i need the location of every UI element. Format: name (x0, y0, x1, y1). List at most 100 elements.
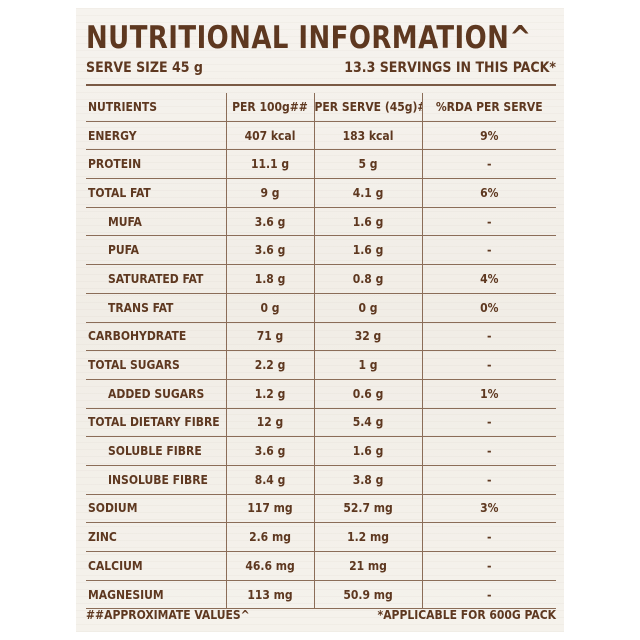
header-nutrients: NUTRIENTS (86, 93, 226, 122)
value-rda: - (421, 465, 556, 495)
table-header-row: NUTRIENTS PER 100g## PER SERVE (45g)# %R… (86, 93, 556, 122)
nutrient-name: INSOLUBE FIBRE (86, 465, 226, 495)
value-per-100g: 46.6 mg (225, 551, 314, 581)
value-per-serve: 1.6 g (313, 436, 422, 466)
value-rda: - (421, 235, 556, 266)
nutrient-name: TOTAL DIETARY FIBRE (86, 408, 226, 438)
table-row: CALCIUM 46.6 mg 21 mg - (86, 551, 556, 581)
header-per-serve: PER SERVE (45g)# (313, 93, 422, 122)
value-rda: 9% (421, 121, 556, 151)
table-row: ZINC 2.6 mg 1.2 mg - (86, 522, 556, 552)
value-per-100g: 8.4 g (225, 465, 314, 495)
table-row: MUFA 3.6 g 1.6 g- (86, 207, 556, 237)
value-per-serve: 52.7 mg (313, 494, 422, 524)
value-rda: - (421, 207, 556, 237)
value-per-100g: 12 g (225, 408, 314, 438)
nutrition-label-panel: NUTRITIONAL INFORMATION^ SERVE SIZE 45 g… (76, 8, 564, 632)
value-rda: - (421, 350, 556, 380)
footnote-pack: *APPLICABLE FOR 600G PACK (377, 608, 556, 622)
value-per-100g: 3.6 g (225, 235, 314, 266)
servings-per-pack-text: 13.3 SERVINGS IN THIS PACK* (344, 60, 556, 76)
value-per-100g: 1.8 g (225, 264, 314, 294)
value-per-100g: 0 g (225, 293, 314, 323)
table-row: TOTAL FAT 9 g 4.1 g 6% (86, 178, 556, 208)
value-per-100g: 9 g (225, 178, 314, 208)
serve-size-text: SERVE SIZE 45 g (86, 60, 203, 76)
value-per-serve: 5 g (313, 149, 422, 180)
table-row: CARBOHYDRATE 71 g 32 g- (86, 322, 556, 352)
value-per-100g: 3.6 g (225, 436, 314, 466)
value-rda: 0% (421, 293, 556, 323)
value-per-serve: 0.6 g (313, 379, 422, 409)
table-row: ENERGY 407 kcal 183 kcal 9% (86, 121, 556, 151)
value-per-serve: 5.4 g (313, 408, 422, 438)
nutrient-name: SATURATED FAT (86, 264, 226, 294)
value-rda: 4% (421, 264, 556, 294)
value-per-serve: 1.6 g (313, 207, 422, 237)
nutrient-name: ADDED SUGARS (86, 379, 226, 409)
value-per-100g: 2.2 g (225, 350, 314, 380)
value-per-100g: 11.1 g (225, 149, 314, 180)
value-per-100g: 407 kcal (225, 121, 314, 151)
value-per-100g: 117 mg (225, 494, 314, 524)
table-row: PUFA 3.6 g 1.6 g- (86, 235, 556, 266)
table-row: MAGNESIUM 113 mg 50.9 mg - (86, 580, 556, 610)
top-divider (86, 84, 556, 86)
nutrient-name: TRANS FAT (86, 293, 226, 323)
table-row: TOTAL DIETARY FIBRE 12 g 5.4 g- (86, 408, 556, 438)
nutrient-name: SOLUBLE FIBRE (86, 436, 226, 466)
serving-info-row: SERVE SIZE 45 g 13.3 SERVINGS IN THIS PA… (86, 60, 556, 80)
value-per-100g: 113 mg (225, 580, 314, 610)
value-rda: 3% (421, 494, 556, 524)
nutrient-name: PUFA (86, 235, 226, 266)
value-per-serve: 4.1 g (313, 178, 422, 208)
value-rda: - (421, 322, 556, 352)
value-per-serve: 183 kcal (313, 121, 422, 151)
value-per-100g: 2.6 mg (225, 522, 314, 552)
header-rda: %RDA PER SERVE (421, 93, 556, 122)
value-per-100g: 1.2 g (225, 379, 314, 409)
value-rda: - (421, 408, 556, 438)
value-per-serve: 50.9 mg (313, 580, 422, 610)
value-per-100g: 3.6 g (225, 207, 314, 237)
table-row: SOLUBLE FIBRE 3.6 g 1.6 g- (86, 436, 556, 466)
value-per-serve: 0.8 g (313, 264, 422, 294)
nutrient-name: MUFA (86, 207, 226, 237)
table-row: SATURATED FAT 1.8 g 0.8 g 4% (86, 264, 556, 294)
value-per-serve: 1 g (313, 350, 422, 380)
value-rda: - (421, 580, 556, 610)
value-per-serve: 1.2 mg (313, 522, 422, 552)
value-per-serve: 0 g (313, 293, 422, 323)
nutrient-name: TOTAL SUGARS (86, 350, 226, 380)
nutrient-name: ENERGY (86, 121, 226, 151)
nutrition-table-body: NUTRIENTS PER 100g## PER SERVE (45g)# %R… (86, 93, 556, 610)
table-row: INSOLUBE FIBRE 8.4 g 3.8 g- (86, 465, 556, 495)
nutrition-table: NUTRIENTS PER 100g## PER SERVE (45g)# %R… (86, 93, 556, 610)
value-rda: - (421, 436, 556, 466)
value-per-100g: 71 g (225, 322, 314, 352)
table-row: ADDED SUGARS 1.2 g 0.6 g 1% (86, 379, 556, 409)
value-rda: - (421, 149, 556, 180)
page-title: NUTRITIONAL INFORMATION^ (86, 20, 532, 56)
footnote-approximate: ##APPROXIMATE VALUES^ (86, 608, 250, 622)
value-per-serve: 21 mg (313, 551, 422, 581)
table-row: SODIUM 117 mg 52.7 mg 3% (86, 494, 556, 524)
value-per-serve: 32 g (313, 322, 422, 352)
nutrient-name: CARBOHYDRATE (86, 322, 226, 352)
nutrient-name: TOTAL FAT (86, 178, 226, 208)
nutrient-name: SODIUM (86, 494, 226, 524)
value-rda: 6% (421, 178, 556, 208)
value-per-serve: 1.6 g (313, 235, 422, 266)
nutrient-name: CALCIUM (86, 551, 226, 581)
nutrient-name: MAGNESIUM (86, 580, 226, 610)
value-per-serve: 3.8 g (313, 465, 422, 495)
value-rda: - (421, 551, 556, 581)
header-per-100g: PER 100g## (225, 93, 314, 122)
value-rda: 1% (421, 379, 556, 409)
value-rda: - (421, 522, 556, 552)
nutrient-name: PROTEIN (86, 149, 226, 180)
nutrient-name: ZINC (86, 522, 226, 552)
